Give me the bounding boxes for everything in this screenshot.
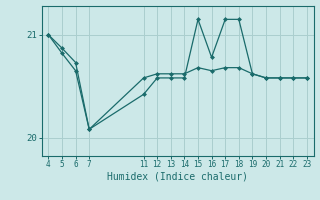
X-axis label: Humidex (Indice chaleur): Humidex (Indice chaleur) <box>107 172 248 182</box>
